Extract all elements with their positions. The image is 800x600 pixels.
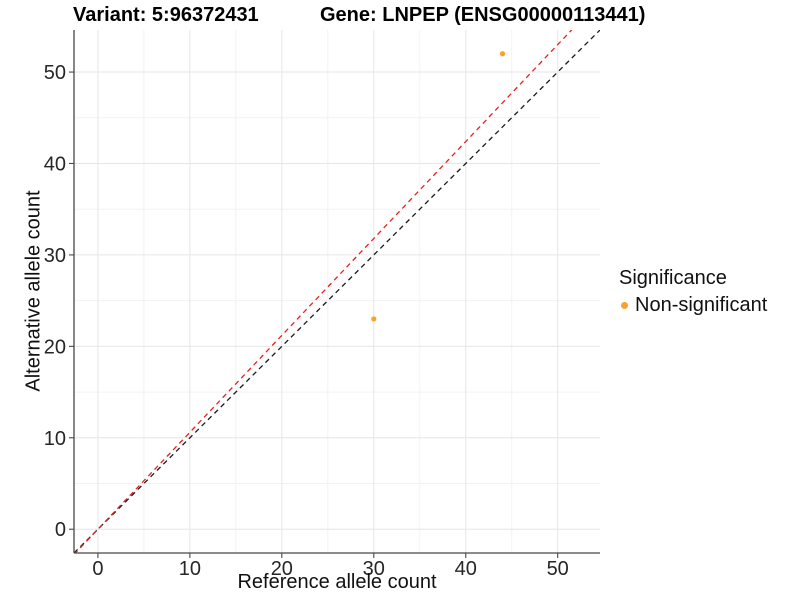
plot-title-gene: Gene: LNPEP (ENSG00000113441) (320, 4, 646, 26)
data-point (371, 316, 377, 322)
y-tick-label: 40 (44, 153, 66, 175)
y-axis-label: Alternative allele count (22, 190, 45, 392)
plot-title-variant: Variant: 5:96372431 (73, 4, 259, 26)
legend-items: Non-significant (619, 293, 767, 317)
legend-title: Significance (619, 267, 727, 289)
ratio-line (74, 30, 573, 553)
identity-line (74, 30, 600, 553)
y-tick-label: 0 (55, 519, 66, 541)
y-tick-label: 30 (44, 245, 66, 267)
legend-item: Non-significant (619, 293, 767, 317)
x-tick-label: 20 (271, 558, 293, 580)
legend-item-label: Non-significant (635, 294, 768, 316)
legend: Significance Non-significant (619, 266, 767, 317)
x-tick-label: 10 (179, 558, 201, 580)
y-tick-label: 20 (44, 336, 66, 358)
x-tick-label: 30 (363, 558, 385, 580)
data-point (499, 51, 506, 57)
x-axis-label: Reference allele count (237, 571, 437, 593)
y-tick-label: 50 (44, 62, 66, 84)
x-tick-label: 40 (455, 558, 477, 580)
legend-point-swatch (621, 301, 628, 309)
x-tick-label: 0 (92, 558, 103, 580)
x-tick-label: 50 (547, 558, 569, 580)
y-tick-label: 10 (44, 428, 66, 450)
